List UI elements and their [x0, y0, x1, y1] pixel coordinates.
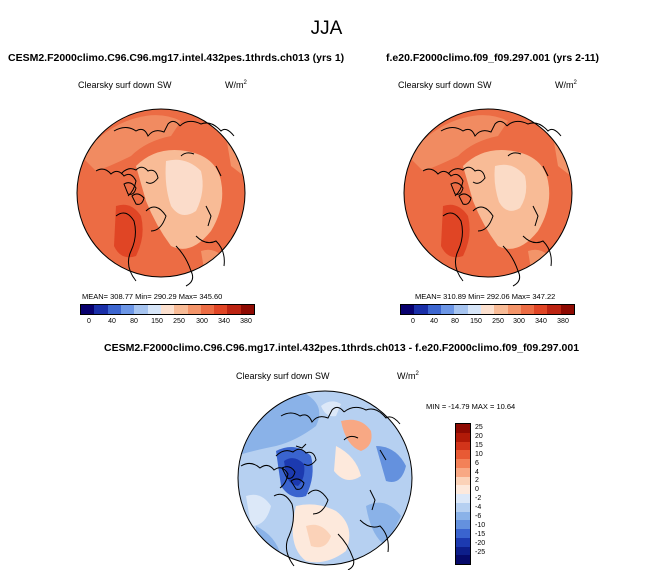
panel1-colorbar — [80, 304, 255, 315]
panel1-variable-label: Clearsky surf down SW — [78, 80, 172, 90]
panel2-stats: MEAN= 310.89 Min= 292.06 Max= 347.22 — [415, 292, 556, 301]
panel2-colorbar-tick: 300 — [513, 318, 525, 325]
panel1-colorbar-tick: 150 — [151, 318, 163, 325]
panel3-colorbar-ticks: 25 20 15 10 6 4 2 0 -2 -4 -6 -10 -15 -20… — [475, 424, 485, 558]
panel3-colorbar-tick: 2 — [475, 477, 479, 485]
panel3-variable-label: Clearsky surf down SW — [236, 371, 330, 381]
panel2-colorbar-tick: 150 — [470, 318, 482, 325]
panel3-colorbar-tick: 6 — [475, 459, 479, 467]
panel2-colorbar — [400, 304, 575, 315]
panel1-units: W/m2 — [225, 80, 247, 90]
panel2-colorbar-tick: 80 — [451, 318, 459, 325]
panel3-colorbar-tick: 20 — [475, 432, 483, 440]
panel1-colorbar-tick: 380 — [240, 318, 252, 325]
panel3-colorbar-tick: 0 — [475, 486, 479, 494]
panel3-units: W/m2 — [397, 371, 419, 381]
panel2-variable-label: Clearsky surf down SW — [398, 80, 492, 90]
panel3-colorbar-tick: -10 — [475, 521, 486, 529]
panel2-colorbar-tick: 250 — [492, 318, 504, 325]
panel1-colorbar-tick: 0 — [87, 318, 91, 325]
panel1-colorbar-tick: 80 — [130, 318, 138, 325]
panel1-polar-map — [76, 108, 246, 287]
panel3-colorbar-tick: -6 — [475, 513, 482, 521]
panel3-colorbar-tick: -4 — [475, 504, 482, 512]
panel2-units: W/m2 — [555, 80, 577, 90]
panel2-colorbar-tick: 40 — [430, 318, 438, 325]
panel2-colorbar-tick: 380 — [557, 318, 569, 325]
panel1-stats: MEAN= 308.77 Min= 290.29 Max= 345.60 — [82, 292, 223, 301]
panel1-colorbar-tick: 300 — [196, 318, 208, 325]
page-title: JJA — [310, 18, 343, 39]
panel3-colorbar-tick: 10 — [475, 450, 483, 458]
panel1-colorbar-tick: 40 — [108, 318, 116, 325]
panel3-polar-map — [237, 390, 413, 570]
panel3-case-label: CESM2.F2000climo.C96.C96.mg17.intel.432p… — [104, 342, 580, 354]
panel1-case-label: CESM2.F2000climo.C96.C96.mg17.intel.432p… — [8, 52, 345, 64]
panel3-colorbar-tick: -25 — [475, 548, 486, 556]
panel2-colorbar-tick: 340 — [535, 318, 547, 325]
panel3-stats: MIN = -14.79 MAX = 10.64 — [426, 402, 516, 411]
panel3-colorbar-tick: -15 — [475, 530, 486, 538]
panel3-colorbar-tick: 25 — [475, 424, 483, 431]
panel3-colorbar-tick: -20 — [475, 539, 486, 547]
panel2-case-label: f.e20.F2000climo.f09_f09.297.001 (yrs 2-… — [386, 52, 600, 64]
panel3-colorbar-tick: 4 — [475, 468, 479, 476]
panel3-colorbar — [455, 423, 471, 565]
panel3-colorbar-tick: 15 — [475, 441, 483, 449]
panel3-colorbar-tick: -2 — [475, 495, 482, 503]
panel2-colorbar-tick: 0 — [411, 318, 415, 325]
panel1-colorbar-tick: 340 — [218, 318, 230, 325]
panel2-polar-map — [403, 108, 573, 287]
panel1-colorbar-tick: 250 — [173, 318, 185, 325]
